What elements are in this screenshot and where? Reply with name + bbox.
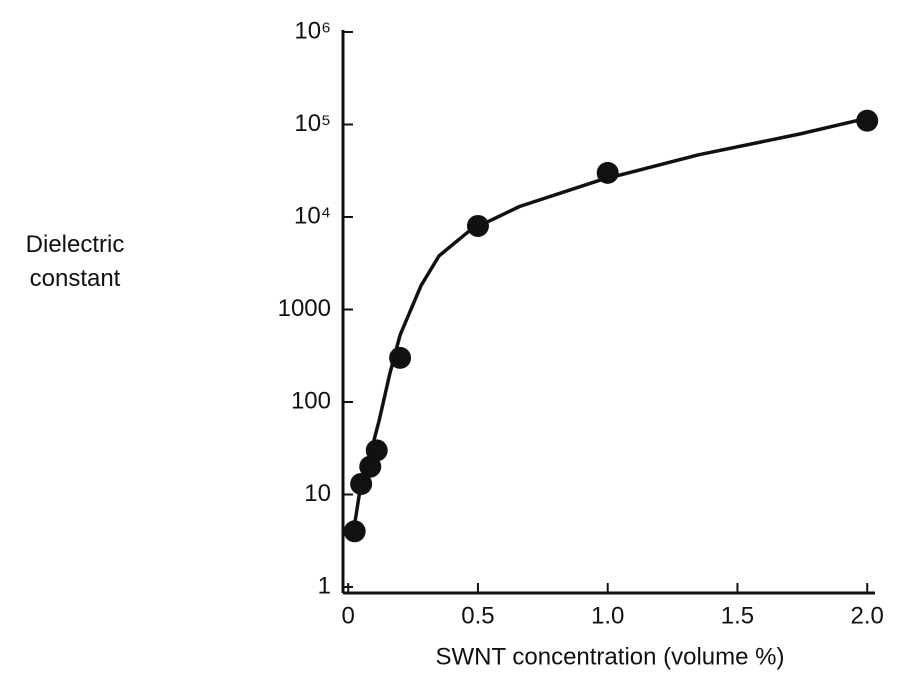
y-tick-label: 10 xyxy=(304,480,331,507)
y-axis-label: Dielectric constant xyxy=(25,231,125,292)
y-tick-label: 1000 xyxy=(278,295,331,322)
data-point xyxy=(856,109,879,132)
y-tick-label: 10⁵ xyxy=(294,110,331,137)
x-tick-label: 1.5 xyxy=(721,602,754,629)
x-tick-label: 2.0 xyxy=(851,602,884,629)
fit-curve xyxy=(350,116,868,541)
y-tick-label: 1 xyxy=(318,572,331,599)
x-axis-label: SWNT concentration (volume %) xyxy=(435,643,784,670)
y-tick-label: 10⁶ xyxy=(294,17,331,44)
x-tick-label: 1.0 xyxy=(591,602,624,629)
y-tick-label: 100 xyxy=(291,387,331,414)
y-tick-label: 10⁴ xyxy=(294,202,331,229)
x-tick-label: 0.5 xyxy=(461,602,494,629)
x-tick-label: 0 xyxy=(342,602,355,629)
